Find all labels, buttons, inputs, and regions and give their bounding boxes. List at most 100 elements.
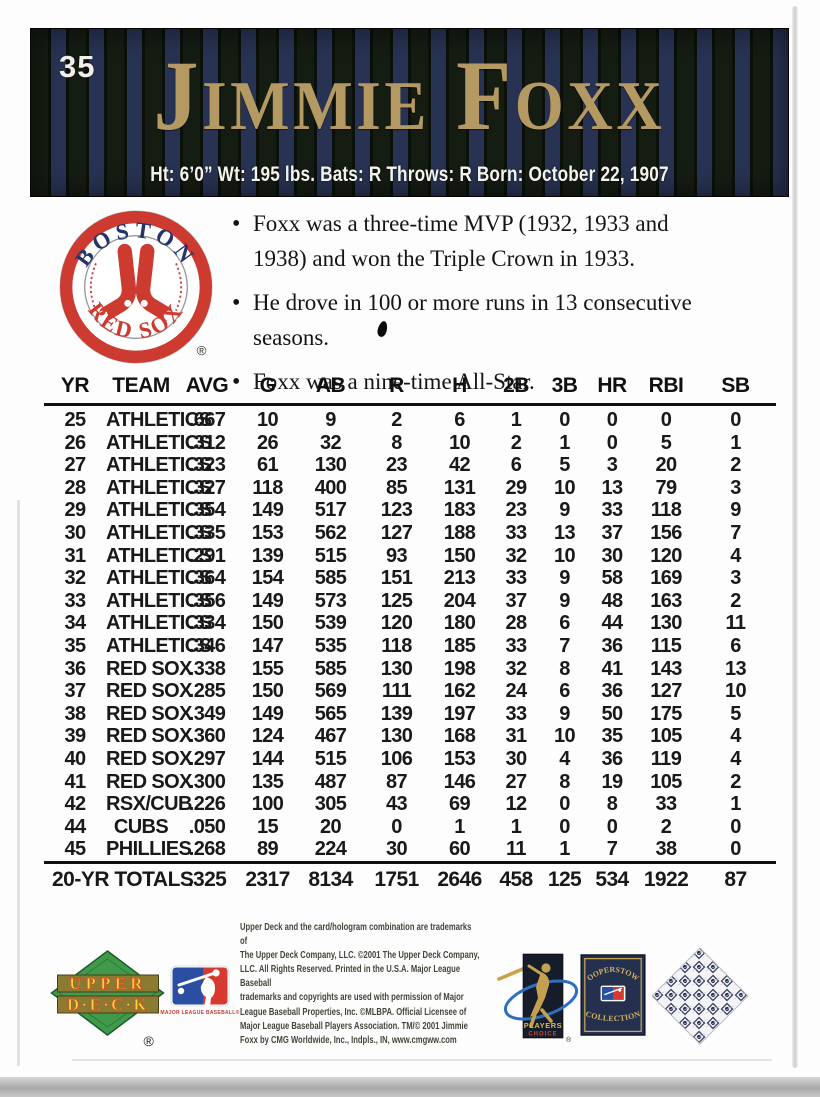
stats-cell: 10 bbox=[553, 725, 576, 748]
stats-cell: ATHLETICS bbox=[106, 431, 212, 454]
stats-cell: .364 bbox=[188, 567, 226, 590]
stats-cell: 0 bbox=[559, 793, 570, 816]
stats-cell: 0 bbox=[730, 409, 741, 431]
stats-cell: 30 bbox=[64, 521, 86, 544]
stats-col-h: H bbox=[429, 374, 490, 406]
stats-cell: 162 bbox=[443, 680, 476, 703]
stats-cell: 87 bbox=[385, 770, 408, 793]
stats-cell: 6 bbox=[454, 409, 465, 431]
stats-cell: 175 bbox=[650, 702, 682, 725]
stats-totals-row: 20-YR TOTALS .325 2317 8134 1751 2646 458 125 53… bbox=[44, 860, 776, 895]
stats-cell: 188 bbox=[443, 521, 476, 544]
stats-cell: 60 bbox=[448, 838, 471, 861]
stats-cell: 224 bbox=[314, 838, 347, 861]
stats-cell: RED SOX bbox=[106, 702, 192, 725]
stats-cell: 153 bbox=[251, 521, 284, 544]
stats-row: 35 ATHLETICS .346 147 535 118 185 33 7 36 115 6 bbox=[44, 635, 776, 658]
scan-edge-right bbox=[792, 6, 798, 1068]
totals-cell: .325 bbox=[176, 860, 238, 895]
stats-row: 30 ATHLETICS .335 153 562 127 188 33 13 37 156 7 bbox=[44, 522, 776, 545]
stats-cell: 0 bbox=[660, 409, 672, 431]
stats-cell: .297 bbox=[188, 747, 226, 770]
stats-cell: 585 bbox=[314, 657, 347, 680]
stats-cell: 43 bbox=[385, 793, 408, 816]
stats-cell: 0 bbox=[606, 431, 618, 454]
stats-cell: 155 bbox=[251, 657, 284, 680]
stats-cell: RED SOX bbox=[106, 770, 192, 793]
stats-cell: 9 bbox=[559, 499, 570, 522]
stats-cell: PHILLIES bbox=[106, 838, 192, 861]
stats-cell: 32 bbox=[64, 567, 86, 590]
mlb-logo: MAJOR LEAGUE BASEBALL® bbox=[160, 965, 239, 1016]
stats-cell: RED SOX bbox=[106, 747, 192, 770]
stats-cell: ATHLETICS bbox=[106, 521, 212, 544]
stats-cell: 37 bbox=[505, 589, 527, 612]
card-number: 35 bbox=[59, 49, 96, 84]
stats-row: 38 RED SOX .349 149 565 139 197 33 9 50 175 5 bbox=[44, 703, 776, 726]
stats-cell: 23 bbox=[385, 454, 408, 477]
stats-cell: ATHLETICS bbox=[106, 476, 212, 499]
scan-edge-left bbox=[17, 500, 20, 1066]
stats-cell: 33 bbox=[505, 634, 527, 657]
stats-cell: 42 bbox=[448, 454, 471, 477]
stats-cell: .323 bbox=[188, 454, 226, 477]
stats-cell: 1 bbox=[510, 815, 522, 838]
stats-cell: 105 bbox=[650, 770, 682, 793]
totals-cell: 1751 bbox=[364, 860, 429, 895]
stats-cell: .354 bbox=[188, 499, 226, 522]
stats-cell: 1 bbox=[559, 838, 570, 861]
stats-cell: 44 bbox=[64, 815, 86, 838]
stats-cell: 28 bbox=[64, 476, 86, 499]
totals-cell: 2646 bbox=[429, 860, 490, 895]
stats-cell: .312 bbox=[188, 431, 226, 454]
mlb-blue-half bbox=[172, 967, 203, 1005]
stats-cell: 36 bbox=[601, 634, 623, 657]
stats-cell: 38 bbox=[64, 702, 86, 725]
stats-cell: 30 bbox=[601, 544, 623, 567]
stats-row: 29 ATHLETICS .354 149 517 123 183 23 9 33 118 9 bbox=[44, 499, 776, 522]
stats-cell: 0 bbox=[606, 409, 618, 431]
card-header: 35 Jimmie Foxx Ht: 6’0” Wt: 195 lbs. Bat… bbox=[30, 28, 789, 197]
stats-cell: 42 bbox=[64, 793, 86, 816]
cooperstown-collection-logo: COOPERSTOWN COLLECTION bbox=[580, 954, 646, 1036]
totals-cell: 534 bbox=[587, 860, 637, 895]
stats-cell: .285 bbox=[188, 680, 226, 703]
stats-col-r: R bbox=[364, 374, 429, 406]
ud-bar-top bbox=[57, 974, 159, 993]
totals-cell: 87 bbox=[695, 860, 776, 895]
stats-cell: 9 bbox=[325, 409, 336, 431]
stats-cell: 515 bbox=[314, 544, 347, 567]
stats-cell: 146 bbox=[443, 770, 476, 793]
stats-cell: 163 bbox=[650, 589, 682, 612]
stats-cell: 204 bbox=[443, 589, 476, 612]
stats-cell: 26 bbox=[256, 431, 279, 454]
stats-cell: 6 bbox=[510, 454, 522, 477]
stats-cell: 144 bbox=[251, 747, 284, 770]
stats-cell: 37 bbox=[64, 680, 86, 703]
stats-cell: 305 bbox=[314, 793, 347, 816]
stats-cell: 1 bbox=[510, 409, 522, 431]
stats-cell: 180 bbox=[443, 612, 476, 635]
stats-cell: 11 bbox=[506, 838, 527, 861]
stats-cell: 2 bbox=[510, 431, 522, 454]
stats-cell: 1 bbox=[559, 431, 570, 454]
stats-cell: 28 bbox=[505, 612, 527, 635]
coop-border bbox=[584, 957, 642, 1033]
stats-cell: 8 bbox=[559, 657, 570, 680]
stats-cell: 115 bbox=[650, 634, 682, 657]
stats-cell: 130 bbox=[380, 725, 413, 748]
stats-cell: 6 bbox=[559, 680, 570, 703]
stats-cell: RSX/CUB bbox=[106, 793, 192, 816]
stats-cell: .349 bbox=[188, 702, 226, 725]
stats-cell: 118 bbox=[381, 634, 412, 657]
totals-cell: 8134 bbox=[297, 860, 364, 895]
stats-cell: 8 bbox=[559, 770, 570, 793]
stats-cell: 149 bbox=[251, 499, 284, 522]
stats-cell: 32 bbox=[505, 544, 527, 567]
registered-mark: ® bbox=[144, 1033, 155, 1049]
stats-cell: 168 bbox=[443, 725, 476, 748]
stats-cell: ATHLETICS bbox=[106, 612, 212, 635]
red-sox-logo: BOSTON RED SOX ® bbox=[59, 210, 213, 364]
stats-cell: 13 bbox=[553, 521, 576, 544]
stats-cell: 5 bbox=[559, 454, 570, 477]
